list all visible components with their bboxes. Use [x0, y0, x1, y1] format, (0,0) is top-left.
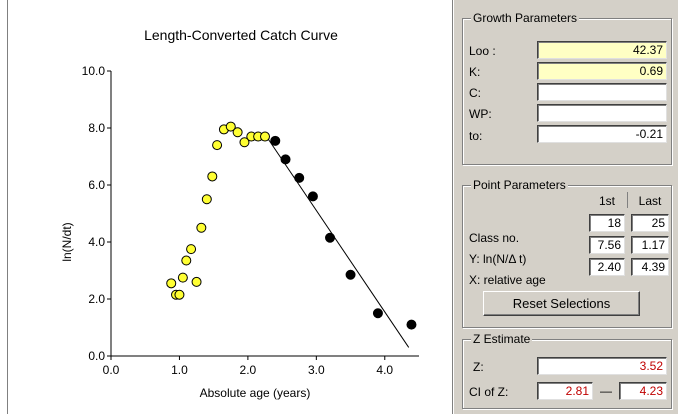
y-tick-label: 0.0	[88, 349, 105, 363]
chart-svg: Length-Converted Catch Curve Absolute ag…	[60, 27, 419, 400]
x-tick-label: 4.0	[376, 363, 393, 377]
growth-parameters-title: Growth Parameters	[471, 11, 580, 25]
y-tick-label: 8.0	[88, 121, 105, 135]
class-first-field[interactable]: 18	[589, 214, 625, 232]
z-field[interactable]: 3.52	[537, 357, 667, 375]
unselected-data-point	[181, 255, 192, 266]
class-no-label: Class no.	[469, 231, 520, 245]
unselected-data-point	[191, 276, 202, 287]
parameters-panel: Growth Parameters Loo : 42.37 K: 0.69 C:…	[452, 0, 678, 414]
unselected-data-point	[174, 289, 185, 300]
c-label: C:	[469, 86, 481, 100]
ci-high-field[interactable]: 4.23	[619, 382, 667, 400]
x-tick-label: 2.0	[240, 363, 257, 377]
unselected-data-point	[166, 278, 177, 289]
unselected-data-point	[239, 137, 250, 148]
selected-data-point	[406, 319, 417, 330]
unselected-data-point	[232, 127, 243, 138]
selected-data-point	[325, 232, 336, 243]
x-tick-label: 1.0	[171, 363, 188, 377]
ci-dash: —	[600, 384, 612, 398]
z-estimate-group: Z Estimate Z: 3.52 CI of Z: 2.81 — 4.23	[462, 332, 672, 409]
k-field[interactable]: 0.69	[537, 62, 667, 80]
growth-parameters-group: Growth Parameters Loo : 42.37 K: 0.69 C:…	[462, 11, 672, 165]
reset-selections-button[interactable]: Reset Selections	[483, 291, 640, 316]
unselected-data-point	[212, 140, 223, 151]
regression-line	[268, 139, 410, 348]
unselected-data-point	[260, 131, 270, 142]
panel-divider	[452, 0, 453, 414]
point-parameters-group: Point Parameters 1st Last Class no. 18 2…	[462, 178, 672, 328]
z-label: Z:	[473, 360, 484, 374]
ci-low-field[interactable]: 2.81	[537, 382, 593, 400]
unselected-data-point	[177, 272, 188, 283]
class-last-field[interactable]: 25	[631, 214, 669, 232]
unselected-data-point	[186, 244, 197, 255]
unselected-data-point	[201, 194, 212, 205]
c-field[interactable]	[537, 83, 667, 101]
chart-left-border	[7, 0, 8, 414]
column-first-header: 1st	[598, 194, 615, 208]
x-last-field[interactable]: 4.39	[631, 258, 669, 276]
to-label: to:	[469, 129, 483, 143]
y-tick-label: 6.0	[88, 178, 105, 192]
k-label: K:	[469, 65, 481, 79]
unselected-data-point	[207, 171, 218, 182]
y-first-field[interactable]: 7.56	[589, 236, 625, 254]
panel-divider-highlight	[453, 0, 454, 414]
to-field[interactable]: -0.21	[537, 125, 667, 143]
point-parameters-title: Point Parameters	[471, 178, 568, 192]
x-label: X: relative age	[469, 273, 546, 287]
chart-ylabel: ln(N/dt)	[60, 222, 74, 261]
wp-field[interactable]	[537, 104, 667, 122]
wp-label: WP:	[469, 107, 492, 121]
column-last-header: Last	[638, 194, 662, 208]
ci-label: CI of Z:	[469, 385, 509, 399]
chart-title: Length-Converted Catch Curve	[144, 27, 338, 43]
selected-data-point	[345, 269, 356, 280]
y-tick-label: 2.0	[88, 292, 105, 306]
x-first-field[interactable]: 2.40	[589, 258, 625, 276]
x-tick-label: 0.0	[103, 363, 120, 377]
selected-data-point	[280, 154, 291, 165]
selected-data-point	[270, 135, 281, 146]
column-divider	[627, 192, 628, 208]
y-tick-label: 4.0	[88, 235, 105, 249]
unselected-data-point	[196, 222, 207, 233]
chart-xlabel: Absolute age (years)	[200, 386, 311, 400]
y-tick-label: 10.0	[82, 64, 106, 78]
loo-label: Loo :	[469, 44, 496, 58]
selected-data-point	[307, 191, 318, 202]
catch-curve-chart: Length-Converted Catch Curve Absolute ag…	[7, 0, 419, 414]
selected-data-point	[372, 308, 383, 319]
y-label: Y: ln(N/Δ t)	[469, 252, 527, 266]
selected-data-point	[294, 172, 305, 183]
x-tick-label: 3.0	[308, 363, 325, 377]
unselected-data-point	[225, 121, 236, 132]
y-last-field[interactable]: 1.17	[631, 236, 669, 254]
z-estimate-title: Z Estimate	[471, 332, 533, 346]
loo-field[interactable]: 42.37	[537, 41, 667, 59]
